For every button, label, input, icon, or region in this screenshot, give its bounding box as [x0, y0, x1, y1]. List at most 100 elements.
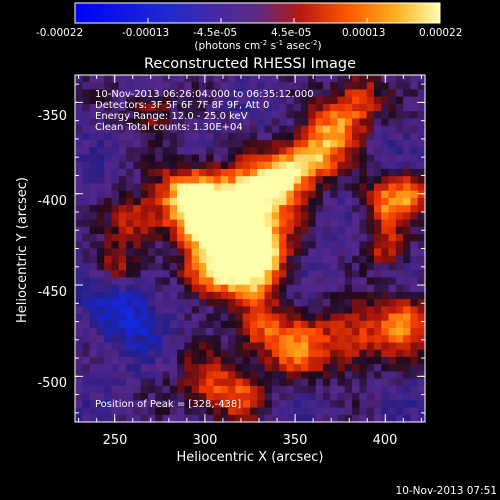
heatmap-cell	[286, 320, 295, 329]
heatmap-cell	[198, 154, 207, 163]
heatmap-cell	[301, 219, 309, 228]
heatmap-cell	[315, 219, 324, 228]
heatmap-cell	[330, 183, 339, 192]
heatmap-cell	[235, 226, 244, 235]
heatmap-cell	[388, 270, 397, 279]
heatmap-cell	[373, 161, 382, 170]
heatmap-cell	[293, 393, 302, 401]
heatmap-cell	[213, 335, 222, 344]
heatmap-cell	[104, 371, 113, 380]
heatmap-cell	[395, 342, 404, 351]
heatmap-cell	[410, 118, 419, 127]
heatmap-cell	[315, 356, 324, 365]
heatmap-cell	[410, 393, 419, 401]
heatmap-cell	[257, 75, 266, 83]
heatmap-cell	[366, 299, 375, 307]
heatmap-cell	[381, 241, 390, 250]
heatmap-cell	[250, 168, 258, 177]
heatmap-cell	[330, 89, 339, 98]
heatmap-cell	[104, 82, 113, 91]
heatmap-cell	[133, 219, 142, 228]
heatmap-cell	[250, 313, 258, 322]
heatmap-cell	[177, 118, 185, 127]
heatmap-cell	[198, 328, 207, 336]
heatmap-cell	[235, 103, 244, 112]
heatmap-cell	[184, 89, 193, 98]
heatmap-cell	[271, 270, 280, 279]
heatmap-cell	[315, 291, 324, 300]
heatmap-cell	[191, 320, 200, 329]
heatmap-cell	[286, 96, 295, 105]
heatmap-cell	[330, 313, 339, 322]
heatmap-cell	[279, 284, 288, 293]
heatmap-cell	[89, 270, 98, 279]
heatmap-cell	[293, 378, 302, 387]
heatmap-cell	[96, 96, 105, 105]
heatmap-cell	[133, 89, 142, 98]
heatmap-cell	[359, 132, 368, 141]
heatmap-cell	[89, 371, 98, 380]
heatmap-cell	[96, 125, 105, 134]
heatmap-cell	[388, 328, 397, 336]
heatmap-cell	[257, 371, 266, 380]
heatmap-cell	[279, 306, 288, 315]
heatmap-cell	[184, 284, 193, 293]
heatmap-cell	[82, 255, 91, 264]
heatmap-cell	[235, 306, 244, 315]
heatmap-cell	[126, 255, 134, 264]
heatmap-cell	[286, 335, 295, 344]
heatmap-cell	[359, 197, 368, 206]
heatmap-cell	[82, 75, 91, 83]
heatmap-cell	[96, 154, 105, 163]
heatmap-cell	[147, 306, 156, 315]
heatmap-cell	[381, 226, 390, 235]
heatmap-cell	[206, 154, 215, 163]
heatmap-cell	[184, 262, 193, 271]
heatmap-cell	[155, 219, 164, 228]
heatmap-cell	[206, 371, 215, 380]
heatmap-cell	[191, 378, 200, 387]
peak-position-text: Position of Peak = [328,-438]	[95, 399, 241, 410]
heatmap-cell	[286, 183, 295, 192]
heatmap-cell	[359, 248, 368, 257]
heatmap-cell	[286, 190, 295, 199]
heatmap-cell	[344, 407, 353, 416]
heatmap-cell	[352, 212, 360, 221]
heatmap-cell	[220, 205, 229, 213]
heatmap-cell	[381, 356, 390, 365]
heatmap-cell	[279, 299, 288, 307]
heatmap-cell	[330, 407, 339, 416]
heatmap-cell	[250, 205, 258, 213]
heatmap-cell	[96, 393, 105, 401]
heatmap-cell	[155, 371, 164, 380]
heatmap-cell	[330, 197, 339, 206]
heatmap-cell	[381, 349, 390, 358]
heatmap-cell	[213, 284, 222, 293]
heatmap-cell	[417, 205, 426, 213]
heatmap-cell	[220, 226, 229, 235]
heatmap-cell	[118, 103, 127, 112]
heatmap-cell	[344, 335, 353, 344]
heatmap-cell	[228, 205, 237, 213]
heatmap-cell	[198, 393, 207, 401]
heatmap-cell	[322, 226, 331, 235]
heatmap-cell	[417, 212, 426, 221]
heatmap-cell	[118, 349, 127, 358]
heatmap-cell	[213, 132, 222, 141]
heatmap-cell	[213, 299, 222, 307]
heatmap-cell	[381, 371, 390, 380]
heatmap-cell	[373, 414, 382, 423]
heatmap-cell	[118, 407, 127, 416]
heatmap-cell	[111, 176, 120, 185]
heatmap-cell	[344, 277, 353, 286]
heatmap-cell	[206, 356, 215, 365]
heatmap-cell	[213, 356, 222, 365]
heatmap-cell	[104, 270, 113, 279]
heatmap-cell	[155, 299, 164, 307]
heatmap-cell	[177, 111, 185, 119]
heatmap-cell	[250, 414, 258, 423]
heatmap-cell	[140, 103, 149, 112]
heatmap-cell	[330, 140, 339, 148]
heatmap-cell	[410, 89, 419, 98]
heatmap-cell	[155, 262, 164, 271]
